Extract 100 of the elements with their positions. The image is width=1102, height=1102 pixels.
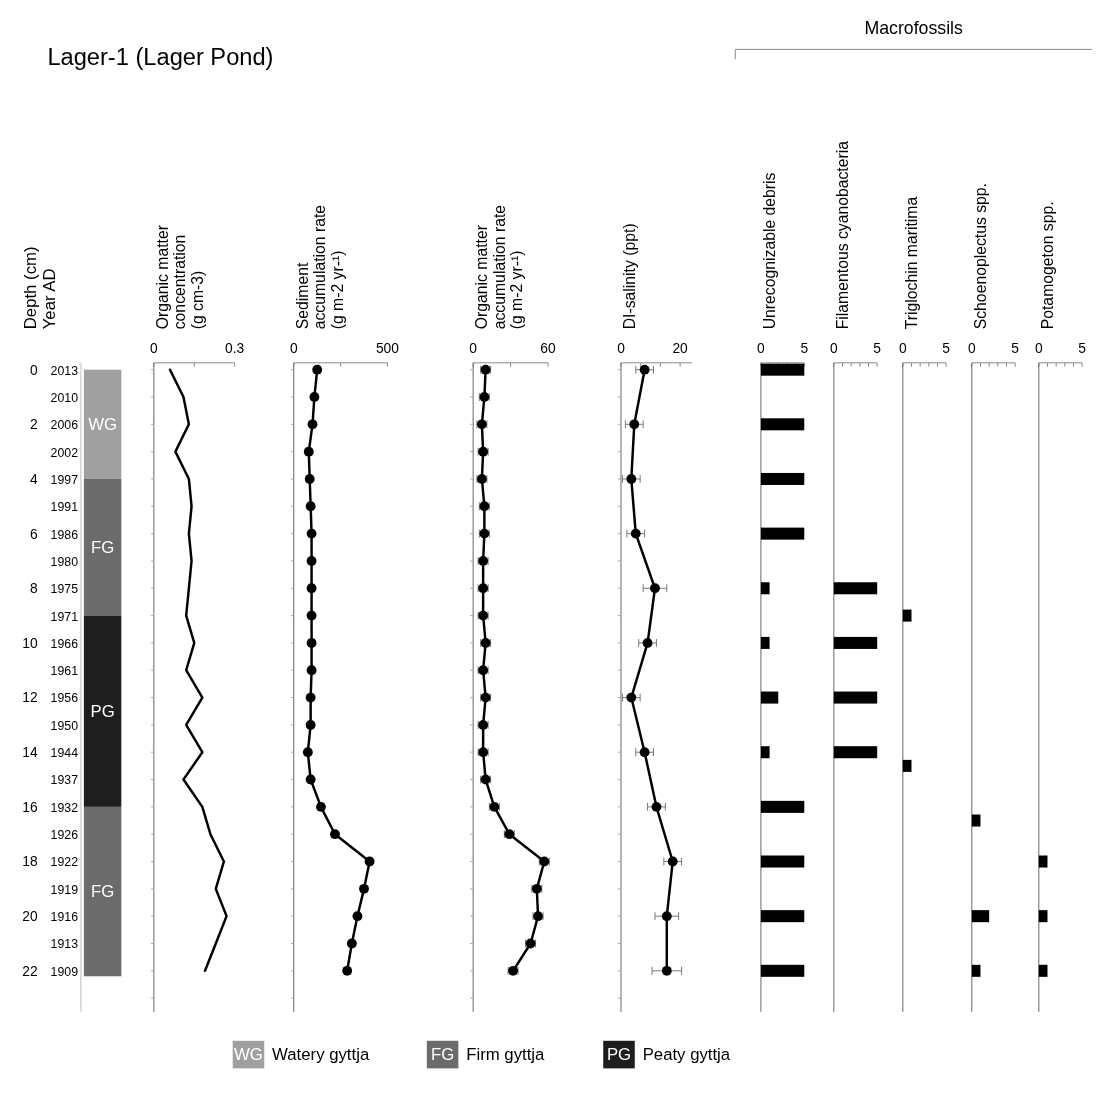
y-tick-label: 4 [29, 471, 38, 487]
category-label: 1950 [50, 718, 78, 733]
chart-title: Sediment accumulation rate (g m-2 yr-¹) [293, 204, 347, 330]
bar [760, 363, 805, 376]
x-tick-label: 60 [540, 340, 557, 356]
point [630, 528, 641, 539]
legend-label: Watery gyttja [272, 1045, 370, 1065]
point [626, 474, 637, 484]
category-label: 1971 [50, 609, 78, 624]
y-tick-label: 16 [22, 799, 38, 815]
text: WG [234, 1045, 263, 1065]
x-tick-label: 5 [1078, 340, 1087, 356]
chart-title: Triglochin maritima [902, 196, 920, 330]
chart-title: Organic matter concentration (g cm-3) [153, 225, 207, 330]
y-tick-label: 12 [22, 690, 38, 706]
point [639, 364, 650, 375]
x-tick-label: 5 [942, 340, 951, 356]
point [629, 419, 640, 430]
bar [760, 418, 805, 431]
bar [83, 369, 122, 479]
category-label: 1913 [50, 937, 78, 952]
bar [760, 691, 779, 704]
y2-axis-title: Year AD [40, 268, 60, 330]
y-tick-label: 0 [29, 362, 38, 378]
category-label: 1922 [50, 855, 78, 870]
y-tick-label: 10 [22, 635, 38, 651]
x-tick-label: 5 [800, 340, 809, 356]
chart-title: Lager-1 (Lager Pond) [47, 44, 274, 71]
category-label: 2013 [50, 363, 78, 378]
y-tick-label: 2 [29, 417, 38, 433]
y-tick-label: 14 [22, 745, 38, 761]
point [650, 583, 660, 594]
x-tick-label: 0 [830, 340, 838, 356]
category-label: 1932 [50, 800, 78, 815]
bar [83, 478, 122, 616]
bar [760, 472, 805, 485]
y-tick-label: 18 [22, 854, 38, 870]
x-tick-label: 0 [289, 340, 298, 356]
bar [83, 806, 122, 977]
category-label: 1991 [50, 500, 78, 515]
category-label: 2006 [50, 418, 78, 433]
x-tick-label: 0 [967, 340, 976, 356]
chart-title: Organic matter accumulation rate (g m-2 yr-¹) [472, 204, 526, 330]
x-tick-label: 20 [672, 340, 689, 356]
category-label: 1916 [50, 910, 78, 925]
x-tick-label: 0 [617, 340, 626, 356]
text: Macrofossils [864, 17, 964, 38]
category-label: 1926 [50, 828, 78, 843]
data-label: FG [90, 882, 115, 902]
point [661, 965, 672, 976]
y-axis-title: Depth (cm) [20, 246, 40, 330]
x-tick-label: 0.3 [225, 340, 245, 356]
category-label: 1919 [50, 882, 78, 897]
chart-title: DI-salinity (ppt) [620, 223, 638, 330]
y-tick-label: 6 [29, 526, 38, 542]
chart-title: Potamogeton spp. [1038, 201, 1056, 330]
category-label: 1956 [50, 691, 78, 706]
category-label: 1961 [50, 664, 78, 679]
chart-title: Filamentous cyanobacteria [833, 140, 851, 330]
data-label: FG [90, 538, 115, 558]
category-label: 1997 [50, 472, 78, 487]
category-label: 1975 [50, 582, 78, 597]
bar [760, 582, 770, 595]
x-tick-label: 5 [873, 340, 882, 356]
bar [760, 855, 805, 868]
y-tick-label: 8 [29, 581, 38, 597]
point [642, 637, 653, 648]
point [667, 856, 678, 867]
legend-label: Peaty gyttja [642, 1045, 731, 1065]
text: PG [606, 1045, 632, 1065]
bar [760, 527, 805, 540]
bar [760, 746, 770, 759]
bar [760, 636, 770, 649]
bar [760, 910, 805, 923]
x-tick-label: 5 [1011, 340, 1020, 356]
x-tick-label: 0 [469, 340, 478, 356]
category-label: 1966 [50, 636, 78, 651]
point [651, 801, 662, 812]
category-label: 1986 [50, 527, 78, 542]
bar [83, 615, 122, 807]
x-tick-label: 0 [150, 340, 159, 356]
category-label: 1937 [50, 773, 78, 788]
chart-title: Schoenoplectus spp. [971, 183, 989, 330]
category-label: 2002 [50, 445, 78, 460]
chart-title: Unrecognizable debris [760, 172, 778, 330]
legend-label: Firm gyttja [466, 1045, 546, 1065]
bar [760, 800, 805, 813]
category-label: 2010 [50, 390, 78, 405]
point [626, 692, 637, 703]
data-label: PG [90, 702, 115, 722]
x-tick-label: 0 [757, 340, 766, 356]
data-label: WG [88, 415, 118, 435]
text: FG [430, 1045, 455, 1065]
category-label: 1944 [50, 746, 78, 761]
point [639, 747, 650, 758]
category-label: 1980 [50, 554, 78, 569]
bar [760, 964, 805, 977]
y-tick-label: 20 [22, 909, 38, 925]
y-tick-label: 22 [22, 963, 38, 979]
category-label: 1909 [50, 964, 78, 979]
